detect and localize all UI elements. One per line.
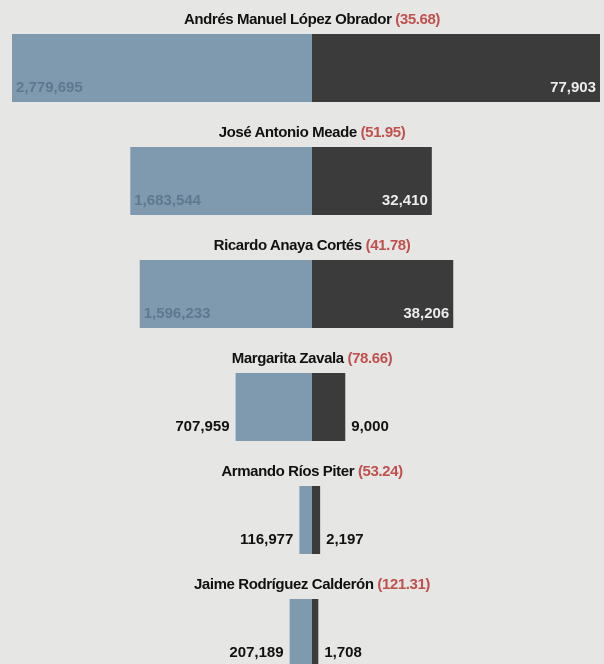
left-bar [139, 260, 312, 328]
candidate-title: Jaime Rodríguez Calderón (121.31) [194, 576, 430, 593]
candidate-title: Margarita Zavala (78.66) [232, 350, 393, 367]
left-value-label: 1,683,544 [134, 192, 201, 209]
candidate-title: Ricardo Anaya Cortés (41.78) [214, 237, 411, 254]
left-value-label: 116,977 [240, 531, 293, 548]
right-value-label: 77,903 [550, 79, 596, 96]
left-bar [299, 486, 312, 554]
left-value-label: 1,596,233 [144, 305, 211, 322]
ratio-label: (35.68) [395, 11, 440, 28]
left-bar [12, 34, 312, 102]
candidate-name: Ricardo Anaya Cortés [214, 237, 362, 254]
left-value-label: 207,189 [229, 644, 283, 661]
ratio-label: (51.95) [361, 124, 406, 141]
candidate-name: Margarita Zavala [232, 350, 345, 367]
left-value-label: 707,959 [175, 418, 229, 435]
candidate-name: Andrés Manuel López Obrador [184, 11, 392, 28]
right-value-label: 32,410 [382, 192, 428, 209]
right-value-label: 38,206 [403, 305, 449, 322]
candidate-title: José Antonio Meade (51.95) [219, 124, 406, 141]
right-value-label: 1,708 [324, 644, 362, 661]
ratio-label: (41.78) [366, 237, 411, 254]
left-bar [289, 599, 312, 664]
right-bar [312, 486, 321, 554]
left-value-label: 2,779,695 [16, 79, 83, 96]
right-value-label: 2,197 [326, 531, 364, 548]
ratio-label: (121.31) [377, 576, 430, 593]
right-bar [312, 260, 454, 328]
candidate-title: Armando Ríos Piter (53.24) [221, 463, 403, 480]
right-bar [312, 599, 319, 664]
right-bar [312, 373, 346, 441]
right-bar [312, 34, 600, 102]
left-bar [130, 147, 312, 215]
candidate-name: José Antonio Meade [219, 124, 357, 141]
ratio-label: (53.24) [358, 463, 403, 480]
candidate-name: Armando Ríos Piter [221, 463, 354, 480]
left-bar [235, 373, 312, 441]
candidate-title: Andrés Manuel López Obrador (35.68) [184, 11, 440, 28]
ratio-label: (78.66) [348, 350, 393, 367]
candidate-name: Jaime Rodríguez Calderón [194, 576, 374, 593]
right-bar [312, 147, 432, 215]
right-value-label: 9,000 [351, 418, 389, 435]
